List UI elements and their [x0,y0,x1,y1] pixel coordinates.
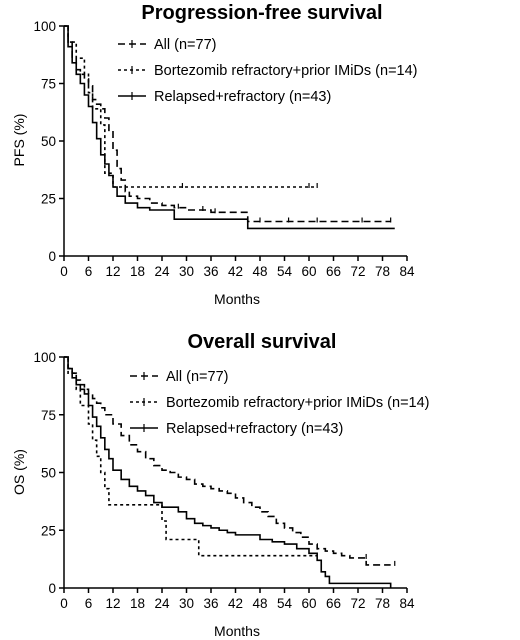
os-x-tick-label: 6 [85,596,93,611]
os-series-line-3 [64,356,392,588]
os-y-tick-label: 25 [41,523,56,538]
os-chart: Overall survival OS (%) Months 0 25 50 75 10… [11,331,430,639]
os-x-tick-label: 60 [301,596,316,611]
pfs-chart-title: Progression-free survival [141,2,382,24]
os-y-axis-label: OS (%) [11,449,27,495]
os-series-line-2 [64,356,318,557]
pfs-x-tick-label: 60 [301,264,316,279]
pfs-x-tick-label: 54 [277,264,293,279]
os-y-tick-label: 75 [41,408,56,423]
os-x-tick-label: 66 [326,596,341,611]
os-x-tick-label: 24 [154,596,170,611]
pfs-x-tick-label: 42 [228,264,243,279]
os-legend-label-1: All (n=77) [166,369,228,385]
pfs-x-tick-label: 72 [350,264,365,279]
pfs-y-tick-label: 100 [33,19,56,34]
pfs-chart: Progression-free survival PFS (%) Months… [11,2,418,307]
pfs-x-tick-label: 78 [375,264,390,279]
os-x-tick-label: 72 [350,596,365,611]
pfs-x-tick-label: 0 [60,264,68,279]
pfs-x-tick-label: 30 [179,264,194,279]
pfs-x-tick-label: 48 [252,264,267,279]
pfs-x-tick-label: 66 [326,264,341,279]
pfs-x-tick-label: 84 [399,264,415,279]
pfs-y-axis-label: PFS (%) [11,114,27,167]
os-legend-label-2: Bortezomib refractory+prior IMiDs (n=14) [166,395,430,411]
pfs-x-axis-label: Months [214,291,260,307]
os-x-tick-label: 84 [399,596,415,611]
os-y-tick-label: 0 [48,581,56,596]
pfs-y-tick-label: 25 [41,192,56,207]
pfs-y-tick-label: 0 [48,249,56,264]
os-chart-title: Overall survival [188,331,337,353]
pfs-legend-label-2: Bortezomib refractory+prior IMiDs (n=14) [154,63,418,79]
pfs-y-tick-label: 50 [41,134,56,149]
os-y-tick-label: 100 [33,350,56,365]
os-x-tick-label: 0 [60,596,68,611]
os-x-tick-label: 30 [179,596,194,611]
pfs-legend-label-3: Relapsed+refractory (n=43) [154,89,331,105]
pfs-legend-label-1: All (n=77) [154,37,216,53]
pfs-series-line-3 [64,25,395,230]
os-x-tick-label: 18 [130,596,145,611]
pfs-x-tick-label: 18 [130,264,145,279]
pfs-x-tick-label: 24 [154,264,170,279]
os-x-tick-label: 42 [228,596,243,611]
pfs-series-line-1 [64,25,391,223]
os-series-line-1 [64,356,391,566]
pfs-x-tick-label: 12 [105,264,120,279]
pfs-x-tick-label: 6 [85,264,93,279]
os-x-tick-label: 48 [252,596,267,611]
pfs-x-tick-label: 36 [203,264,218,279]
pfs-series-line-2 [64,25,318,188]
os-x-axis-label: Months [214,623,260,639]
pfs-y-tick-label: 75 [41,77,56,92]
os-x-tick-label: 36 [203,596,218,611]
os-x-tick-label: 12 [105,596,120,611]
os-x-tick-label: 54 [277,596,293,611]
os-y-tick-label: 50 [41,466,56,481]
os-legend-label-3: Relapsed+refractory (n=43) [166,421,343,437]
os-x-tick-label: 78 [375,596,390,611]
